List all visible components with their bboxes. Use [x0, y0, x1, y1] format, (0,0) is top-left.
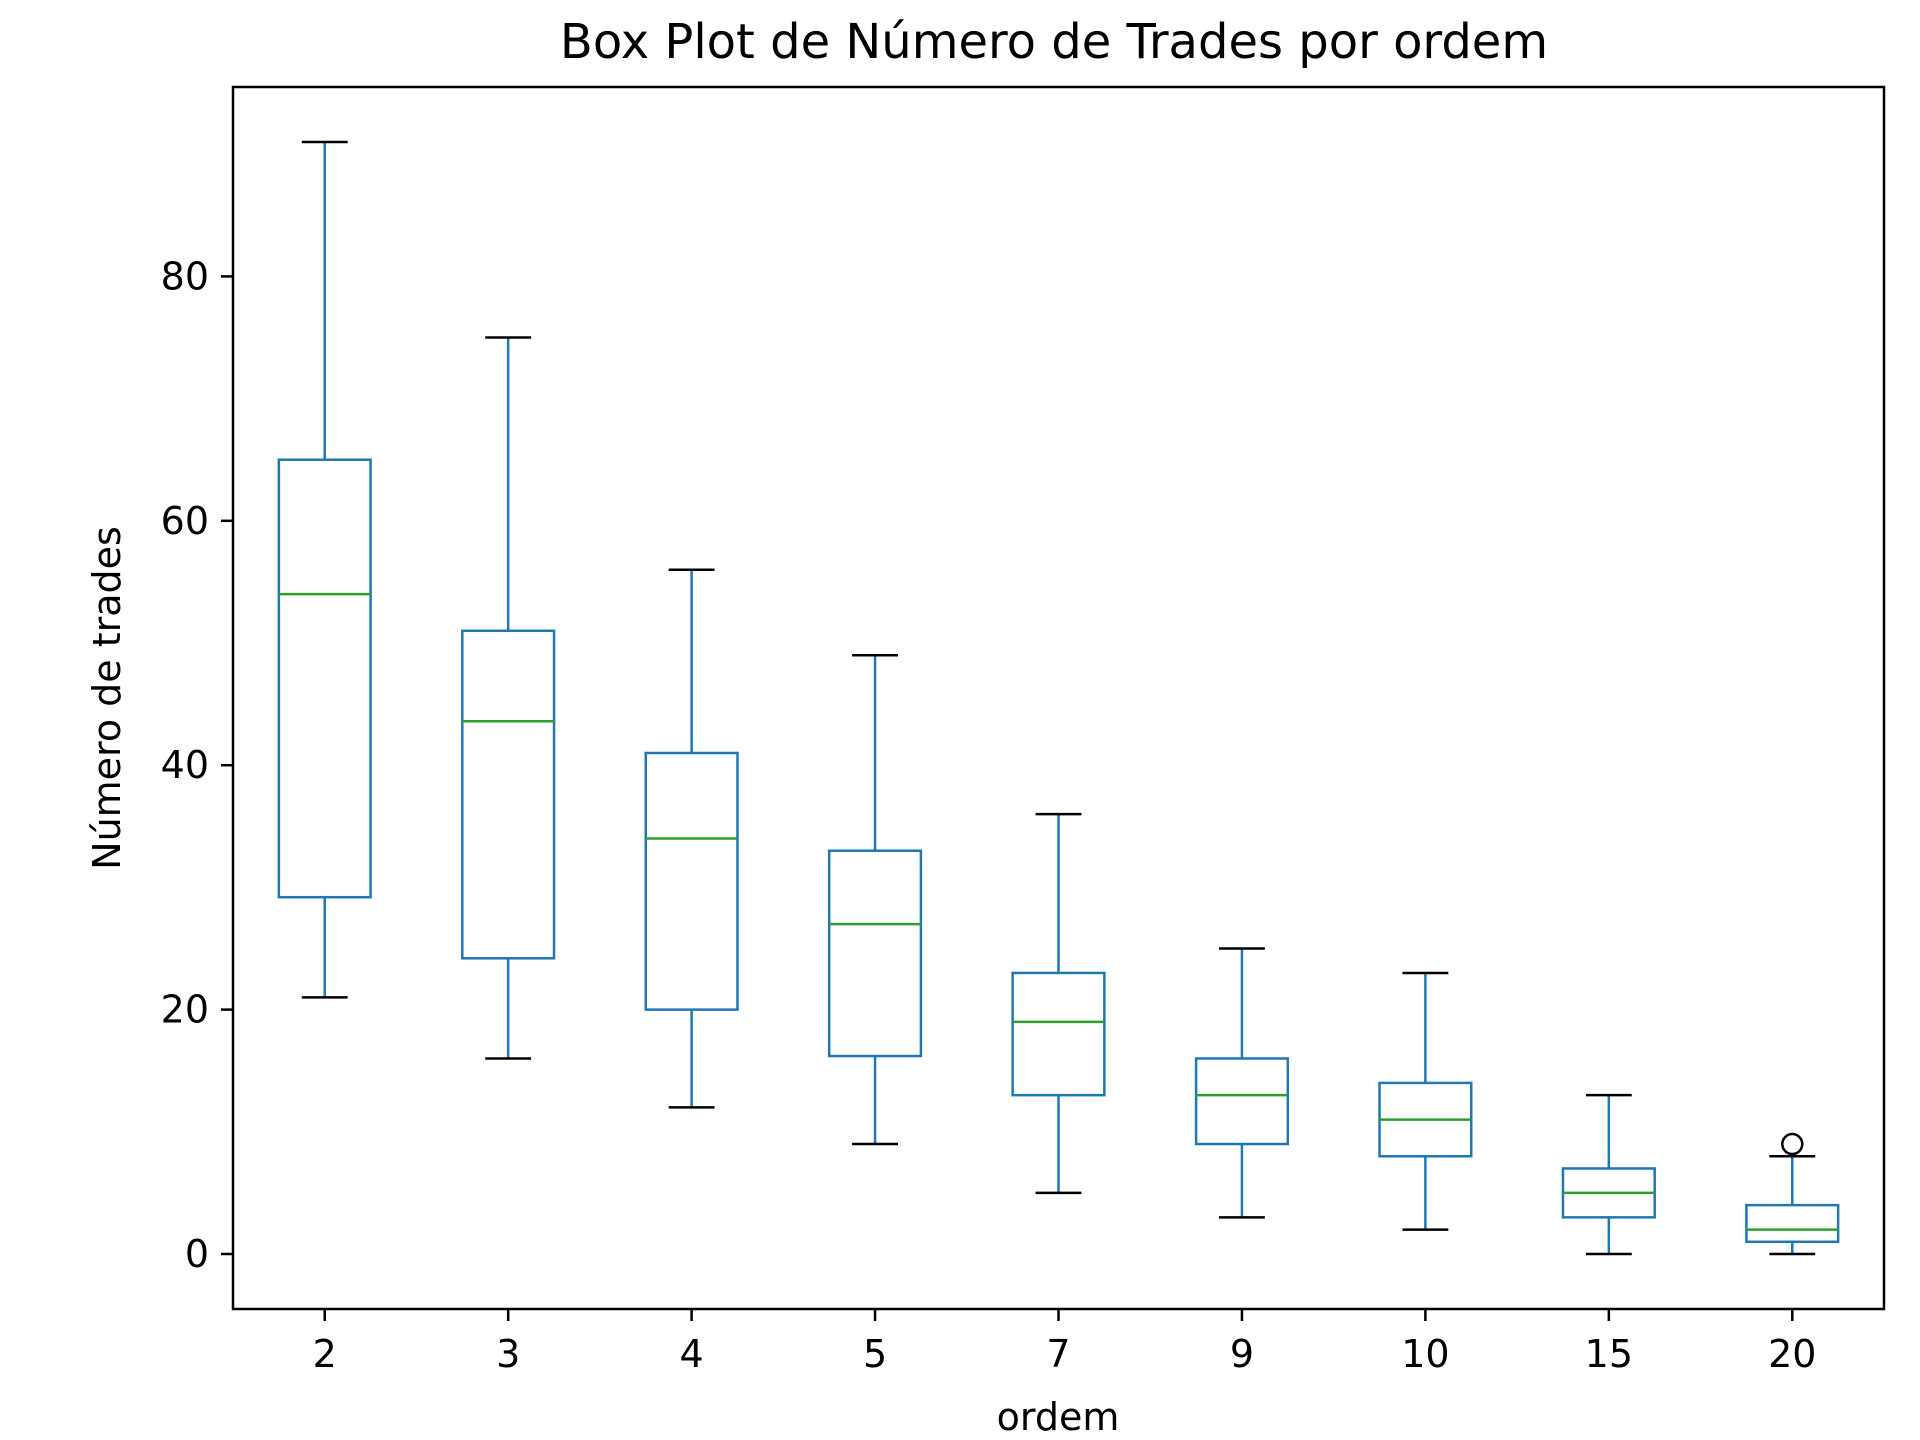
box-group-3	[461, 336, 556, 1060]
x-tick-label: 5	[863, 1332, 887, 1376]
box-group-9	[1194, 947, 1290, 1219]
x-tick-label: 7	[1046, 1332, 1070, 1376]
x-tick-label: 2	[313, 1332, 337, 1376]
box-group-7	[1011, 812, 1106, 1195]
y-tick-label: 20	[161, 988, 209, 1032]
x-axis: 2 3 4 5 7 9 10 15 20	[313, 1309, 1816, 1376]
box-group-2	[277, 140, 372, 999]
y-axis: 0 20 40 60 80	[161, 254, 233, 1276]
y-tick-label: 60	[161, 499, 209, 543]
box-group-20	[1745, 1132, 1840, 1256]
box-group-10	[1378, 971, 1473, 1231]
x-axis-label: ordem	[997, 1395, 1120, 1439]
box-group-15	[1561, 1093, 1656, 1256]
x-tick-label: 10	[1401, 1332, 1449, 1376]
box-iqr	[461, 629, 556, 960]
y-tick-label: 40	[161, 743, 209, 787]
x-tick-label: 15	[1585, 1332, 1633, 1376]
boxes-layer	[277, 140, 1840, 1256]
chart-title: Box Plot de Número de Trades por ordem	[560, 14, 1548, 70]
box-iqr	[1011, 971, 1106, 1097]
box-iqr	[827, 849, 923, 1058]
box-iqr	[1194, 1057, 1290, 1146]
box-group-4	[644, 568, 739, 1109]
y-tick-label: 80	[161, 254, 209, 298]
y-tick-label: 0	[185, 1232, 209, 1276]
outlier-point	[1781, 1132, 1804, 1156]
x-tick-label: 4	[680, 1332, 704, 1376]
x-tick-label: 9	[1230, 1332, 1254, 1376]
x-tick-label: 20	[1768, 1332, 1816, 1376]
box-iqr	[277, 458, 372, 899]
box-iqr	[1745, 1203, 1840, 1244]
y-axis-label: Número de trades	[85, 526, 129, 870]
box-iqr	[644, 751, 739, 1011]
box-group-5	[827, 653, 923, 1146]
x-tick-label: 3	[496, 1332, 520, 1376]
